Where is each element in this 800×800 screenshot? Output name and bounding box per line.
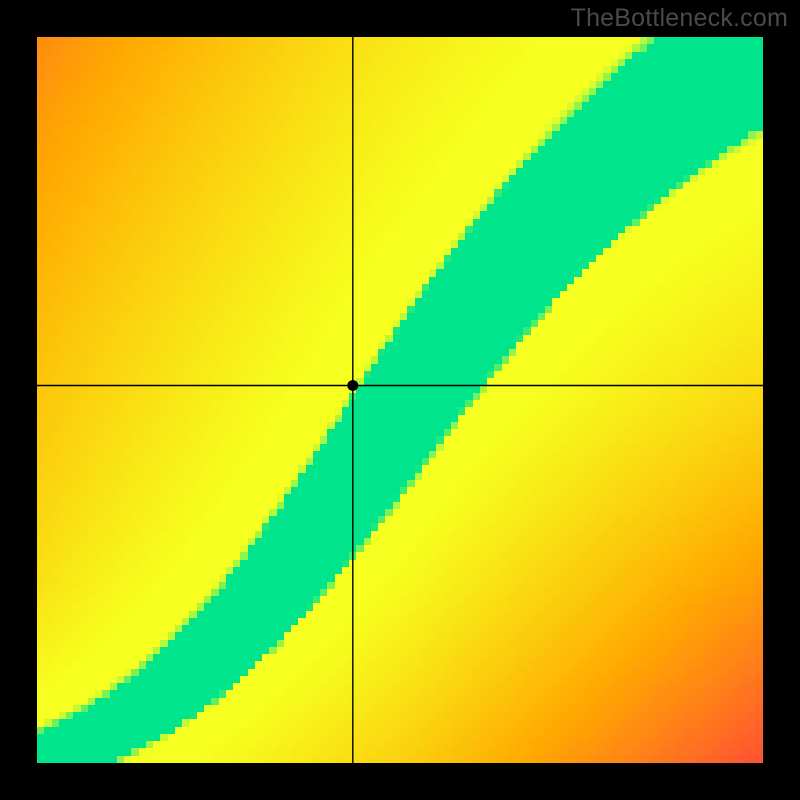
watermark-text: TheBottleneck.com xyxy=(571,4,788,33)
bottleneck-heatmap xyxy=(0,0,800,800)
chart-container: TheBottleneck.com xyxy=(0,0,800,800)
